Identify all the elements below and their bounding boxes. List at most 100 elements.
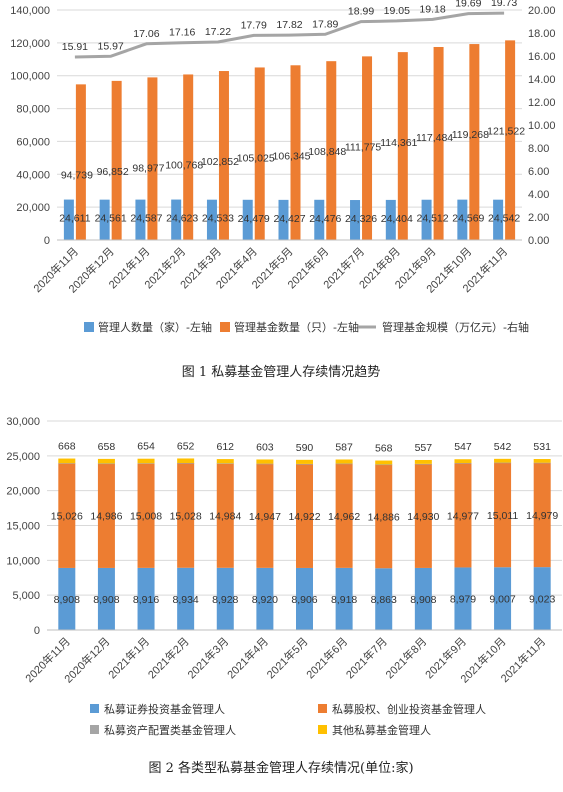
bar-manager-count — [99, 199, 110, 240]
bar-other-managers — [177, 458, 195, 464]
bar-securities-managers — [494, 567, 512, 630]
bar-fund-count — [254, 67, 265, 241]
x-tick-label: 2021年1月 — [105, 634, 152, 681]
bar-asset-allocation-managers — [296, 463, 313, 465]
bar-fund-count — [397, 52, 408, 240]
figure-caption-1: 图 1 私募基金管理人存续情况趋势 — [182, 364, 381, 380]
bar-securities-managers — [97, 567, 115, 630]
bar-asset-allocation-managers — [177, 463, 195, 464]
figure-caption-2: 图 2 各类型私募基金管理人存续情况(单位:家) — [148, 760, 413, 776]
bar-other-managers — [256, 459, 274, 464]
y-tick-label-right: 10.00 — [528, 120, 556, 132]
data-label-manager-count: 24,561 — [95, 213, 127, 225]
data-label-other-managers: 547 — [454, 441, 472, 453]
data-label-other-managers: 652 — [177, 440, 195, 452]
data-label-securities-managers: 8,920 — [252, 594, 278, 606]
bar-securities-managers — [177, 567, 195, 630]
data-label-other-managers: 658 — [98, 441, 116, 453]
line-fund-scale — [74, 11, 505, 59]
x-tick-label: 2021年5月 — [264, 634, 311, 681]
bar-equity-vc-managers — [375, 464, 393, 569]
bar-securities-managers — [454, 567, 472, 630]
y-tick-label: 25,000 — [6, 451, 40, 463]
data-label-manager-count: 24,476 — [309, 213, 341, 225]
data-label-securities-managers: 8,908 — [93, 594, 119, 606]
bar-other-managers — [137, 458, 155, 464]
data-label-manager-count: 24,542 — [488, 213, 520, 225]
bar-asset-allocation-managers — [256, 463, 274, 465]
bar-other-managers — [414, 459, 432, 464]
legend-label-manager-count: 管理人数量（家）-左轴 — [98, 320, 212, 334]
data-label-securities-managers: 8,908 — [410, 594, 436, 606]
data-label-manager-count: 24,479 — [238, 213, 270, 225]
data-label-manager-count: 24,326 — [345, 213, 377, 225]
data-label-fund-scale: 19.73 — [491, 0, 517, 9]
bar-fund-count — [326, 61, 337, 241]
bar-equity-vc-managers — [533, 462, 551, 568]
bar-other-managers — [533, 459, 551, 463]
bar-securities-managers — [335, 567, 353, 630]
chart-2-manager-types: 05,00010,00015,00020,00025,00030,0002020… — [6, 416, 562, 776]
bar-securities-managers — [375, 568, 393, 630]
bar-securities-managers — [58, 567, 76, 630]
bar-manager-count — [171, 199, 182, 240]
data-label-fund-scale: 17.22 — [205, 26, 231, 38]
data-label-equity-vc-managers: 14,986 — [90, 511, 122, 523]
data-label-equity-vc-managers: 14,979 — [526, 510, 558, 522]
data-label-manager-count: 24,427 — [273, 213, 305, 225]
bar-fund-count — [75, 84, 86, 240]
legend-label-other-managers: 其他私募基金管理人 — [332, 723, 431, 737]
data-label-securities-managers: 9,023 — [529, 594, 555, 606]
bar-other-managers — [216, 459, 234, 464]
data-label-equity-vc-managers: 14,947 — [249, 511, 281, 523]
bar-securities-managers — [414, 567, 432, 630]
bar-manager-count — [242, 199, 253, 240]
data-label-equity-vc-managers: 14,922 — [288, 511, 320, 523]
data-label-other-managers: 590 — [296, 442, 314, 454]
y-tick-label-right: 8.00 — [528, 143, 549, 155]
data-label-securities-managers: 8,916 — [133, 594, 159, 606]
data-label-fund-scale: 19.69 — [455, 0, 481, 10]
bar-fund-count — [505, 40, 516, 240]
bar-other-managers — [296, 459, 313, 464]
data-label-fund-scale: 17.16 — [169, 27, 195, 39]
legend-label-asset-allocation-managers: 私募资产配置类基金管理人 — [104, 723, 236, 737]
y-tick-label-left: 120,000 — [10, 38, 50, 50]
data-label-equity-vc-managers: 14,886 — [368, 511, 400, 523]
bar-other-managers — [375, 460, 393, 465]
data-label-fund-count: 111,775 — [345, 141, 382, 153]
x-tick-label: 2021年7月 — [343, 634, 390, 681]
x-tick-label: 2021年4月 — [224, 634, 271, 681]
data-label-securities-managers: 8,928 — [212, 594, 238, 606]
data-label-fund-count: 105,025 — [237, 152, 275, 164]
legend-swatch-manager-count — [84, 322, 94, 332]
data-label-fund-scale: 15.97 — [98, 40, 124, 52]
data-label-fund-count: 121,522 — [487, 125, 525, 137]
bar-equity-vc-managers — [454, 463, 472, 568]
bar-securities-managers — [533, 567, 551, 630]
bar-asset-allocation-managers — [454, 463, 472, 464]
data-label-other-managers: 654 — [137, 441, 155, 453]
legend-label-equity-vc-managers: 私募股权、创业投资基金管理人 — [332, 702, 486, 716]
legend-label-fund-count: 管理基金数量（只）-左轴 — [234, 320, 359, 334]
bar-manager-count — [63, 199, 74, 240]
bar-securities-managers — [216, 567, 234, 630]
y-tick-label-right: 0.00 — [528, 235, 549, 247]
y-tick-label-right: 4.00 — [528, 189, 549, 201]
bar-securities-managers — [137, 567, 155, 630]
bar-equity-vc-managers — [97, 463, 115, 568]
bar-asset-allocation-managers — [533, 462, 551, 464]
data-label-securities-managers: 8,906 — [291, 594, 317, 606]
bar-fund-count — [469, 44, 480, 240]
legend-swatch-fund-count — [220, 322, 230, 332]
data-label-securities-managers: 8,908 — [54, 594, 80, 606]
data-label-other-managers: 531 — [533, 441, 551, 453]
x-tick-label: 2021年6月 — [303, 634, 350, 681]
data-label-fund-count: 100,768 — [165, 159, 203, 171]
data-label-equity-vc-managers: 14,962 — [328, 511, 360, 523]
y-tick-label: 15,000 — [6, 521, 40, 533]
bar-asset-allocation-managers — [216, 463, 234, 464]
data-label-fund-count: 119,268 — [452, 129, 489, 141]
y-tick-label-left: 100,000 — [10, 71, 50, 83]
data-label-fund-count: 114,361 — [380, 137, 417, 149]
